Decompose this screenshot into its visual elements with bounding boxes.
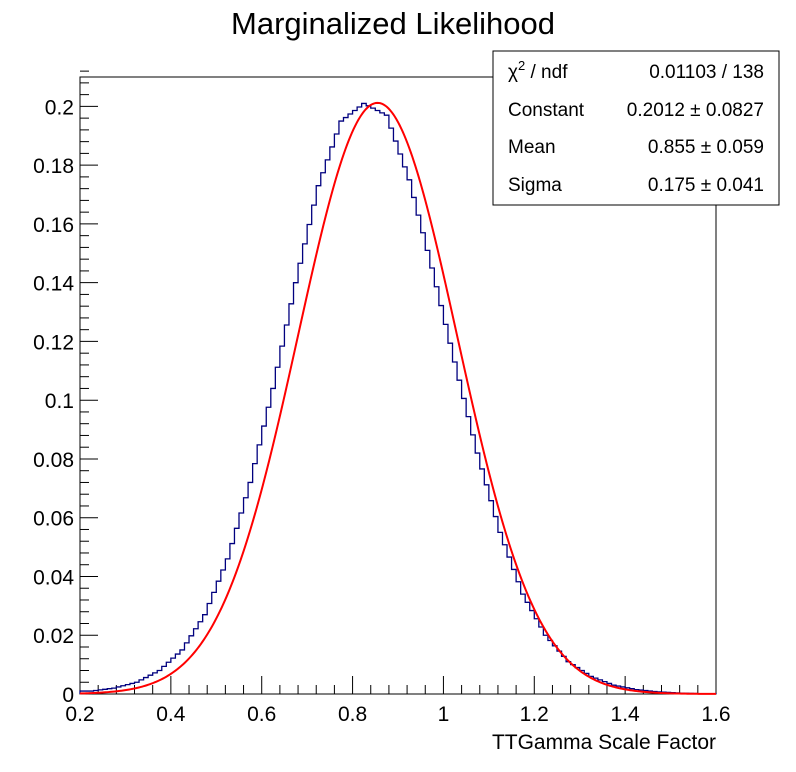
x-tick-label: 1.6 [701, 703, 730, 726]
histogram-outline [79, 102, 717, 695]
y-tick-label: 0.04 [33, 566, 74, 589]
y-tick-label: 0.12 [33, 331, 74, 354]
x-tick-label: 0.6 [247, 703, 276, 726]
stats-value: 0.175 ± 0.041 [648, 175, 764, 196]
y-tick-label: 0.08 [33, 449, 74, 472]
stats-row: Mean 0.855 ± 0.059 [508, 137, 764, 158]
y-tick-label: 0 [62, 684, 74, 707]
y-axis: 0 0.02 0.04 0.06 0.08 0.1 0.12 0.14 0.16 0.18 0.2 [33, 70, 98, 707]
plot-frame [79, 76, 717, 695]
x-tick-label: 0.4 [156, 703, 186, 726]
fit-curve [79, 101, 716, 695]
x-tick-label: 1 [438, 703, 450, 726]
stats-label: Sigma [508, 175, 562, 196]
stats-value: 0.855 ± 0.059 [648, 137, 764, 158]
stats-row: χ2 / ndf 0.01103 / 138 [508, 58, 764, 83]
x-tick-label: 1.4 [611, 703, 641, 726]
plot-area: 0.2 0.4 0.6 0.8 1 1.2 1.4 1.600.020.040.060.080… [33, 70, 731, 726]
y-tick-label: 0.06 [33, 508, 74, 531]
y-tick-label: 0.1 [45, 390, 74, 413]
y-tick-label: 0.02 [33, 625, 74, 648]
y-tick-label: 0.18 [33, 155, 74, 178]
x-tick-label: 1.2 [520, 703, 549, 726]
y-tick-label: 0.16 [33, 214, 74, 237]
stats-label: Mean [508, 137, 556, 158]
stats-label: Constant [508, 100, 585, 121]
y-tick-label: 0.14 [33, 273, 74, 296]
stats-value: 0.2012 ± 0.0827 [627, 100, 764, 121]
x-tick-label: 0.8 [338, 703, 367, 726]
x-tick-label: 0.2 [65, 703, 94, 726]
y-tick-label: 0.2 [45, 96, 74, 119]
stats-label: χ2 / ndf [508, 58, 568, 83]
x-axis-label: TTGamma Scale Factor [492, 731, 716, 754]
x-axis: 0.2 0.4 0.6 0.8 1 1.2 1.4 1.6 [65, 676, 731, 726]
stats-box-frame [492, 50, 780, 206]
stats-value: 0.01103 / 138 [649, 62, 764, 83]
histogram-series [79, 102, 717, 695]
chart-title: Marginalized Likelihood [231, 6, 555, 41]
stats-row: Sigma 0.175 ± 0.041 [508, 175, 764, 196]
stats-box: χ2 / ndf 0.01103 / 138 Constant 0.2012 ± 0.… [492, 50, 780, 206]
stats-row: Constant 0.2012 ± 0.0827 [508, 100, 764, 121]
